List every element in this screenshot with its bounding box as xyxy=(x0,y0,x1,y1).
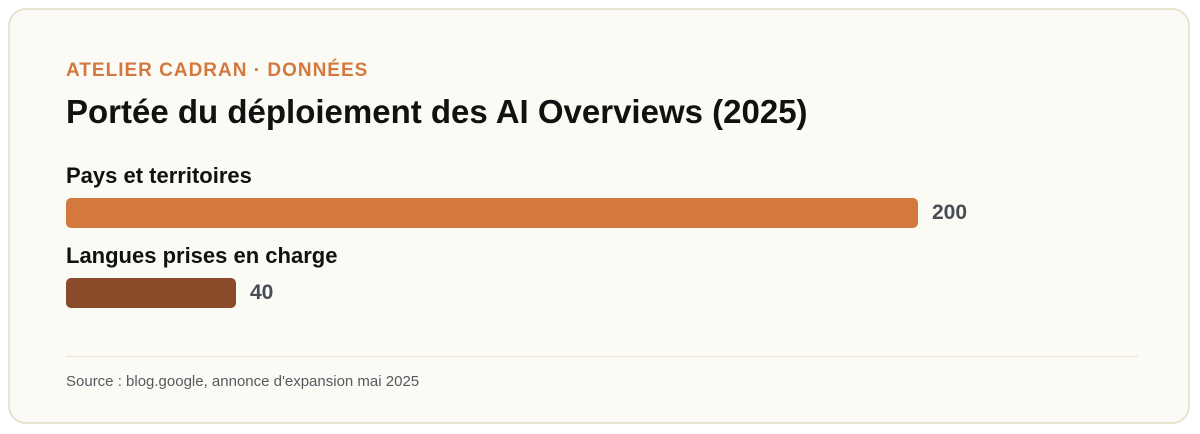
bar-row-langues: Langues prises en charge 40 xyxy=(66,238,1138,310)
source-note: Source : blog.google, annonce d'expansio… xyxy=(66,373,420,390)
bar-label: Pays et territoires xyxy=(66,163,252,188)
bar-row-pays: Pays et territoires 200 xyxy=(66,158,1138,230)
kicker-label: ATELIER CADRAN · DONNÉES xyxy=(66,60,369,81)
bar-value-label: 200 xyxy=(932,201,968,224)
divider xyxy=(66,356,1138,357)
bar-label: Langues prises en charge xyxy=(66,243,338,268)
chart-card: ATELIER CADRAN · DONNÉES Portée du déplo… xyxy=(8,8,1190,424)
bar xyxy=(66,278,236,308)
bar-track: 40 xyxy=(66,278,1138,308)
bar-chart: Pays et territoires 200 Langues prises e… xyxy=(66,158,1138,318)
bar-value-label: 40 xyxy=(250,281,274,304)
chart-title: Portée du déploiement des AI Overviews (… xyxy=(66,93,808,130)
bar-track: 200 xyxy=(66,198,1138,228)
bar xyxy=(66,198,918,228)
